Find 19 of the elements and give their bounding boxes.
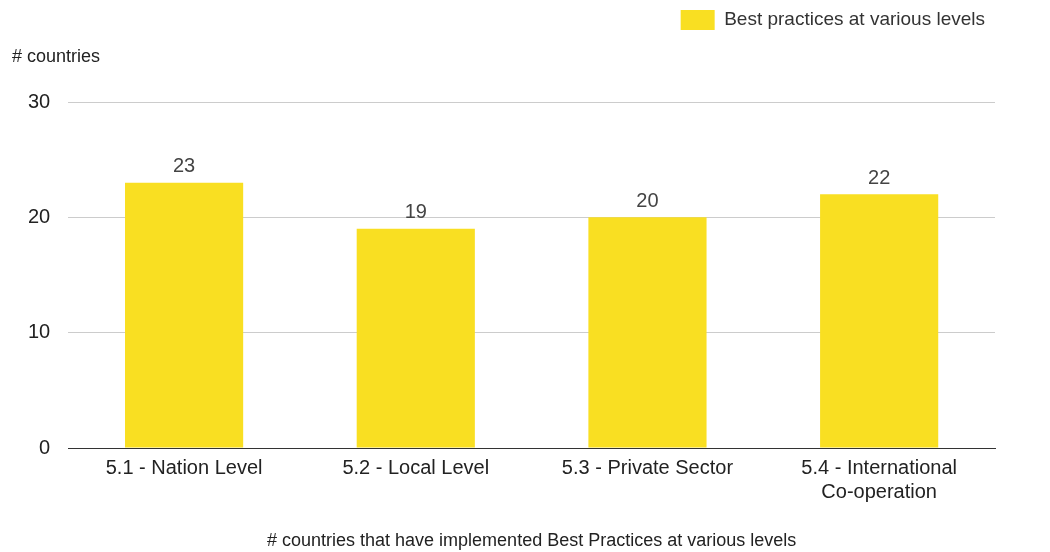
y-tick-label: 20 bbox=[28, 204, 51, 227]
x-tick-label: 5.1 - Nation Level bbox=[105, 455, 263, 478]
y-tick-label: 0 bbox=[39, 435, 51, 458]
bar bbox=[588, 217, 707, 448]
y-tick-label: 10 bbox=[28, 320, 51, 343]
x-tick-label: 5.4 - International Co-operation bbox=[801, 455, 957, 502]
bar bbox=[356, 228, 475, 448]
y-axis-title: # countries bbox=[12, 45, 101, 66]
data-label: 19 bbox=[404, 200, 427, 223]
bar bbox=[125, 182, 244, 448]
x-axis-title: # countries that have implemented Best Practices at various levels bbox=[266, 529, 797, 550]
bar bbox=[820, 194, 939, 448]
y-tick-label: 30 bbox=[28, 89, 51, 112]
data-label: 22 bbox=[868, 165, 891, 188]
legend-label: Best practices at various levels bbox=[724, 8, 986, 30]
x-tick-label: 5.2 - Local Level bbox=[342, 455, 490, 478]
x-tick-label: 5.3 - Private Sector bbox=[561, 455, 734, 478]
data-label: 20 bbox=[636, 188, 659, 211]
data-label: 23 bbox=[172, 154, 196, 177]
